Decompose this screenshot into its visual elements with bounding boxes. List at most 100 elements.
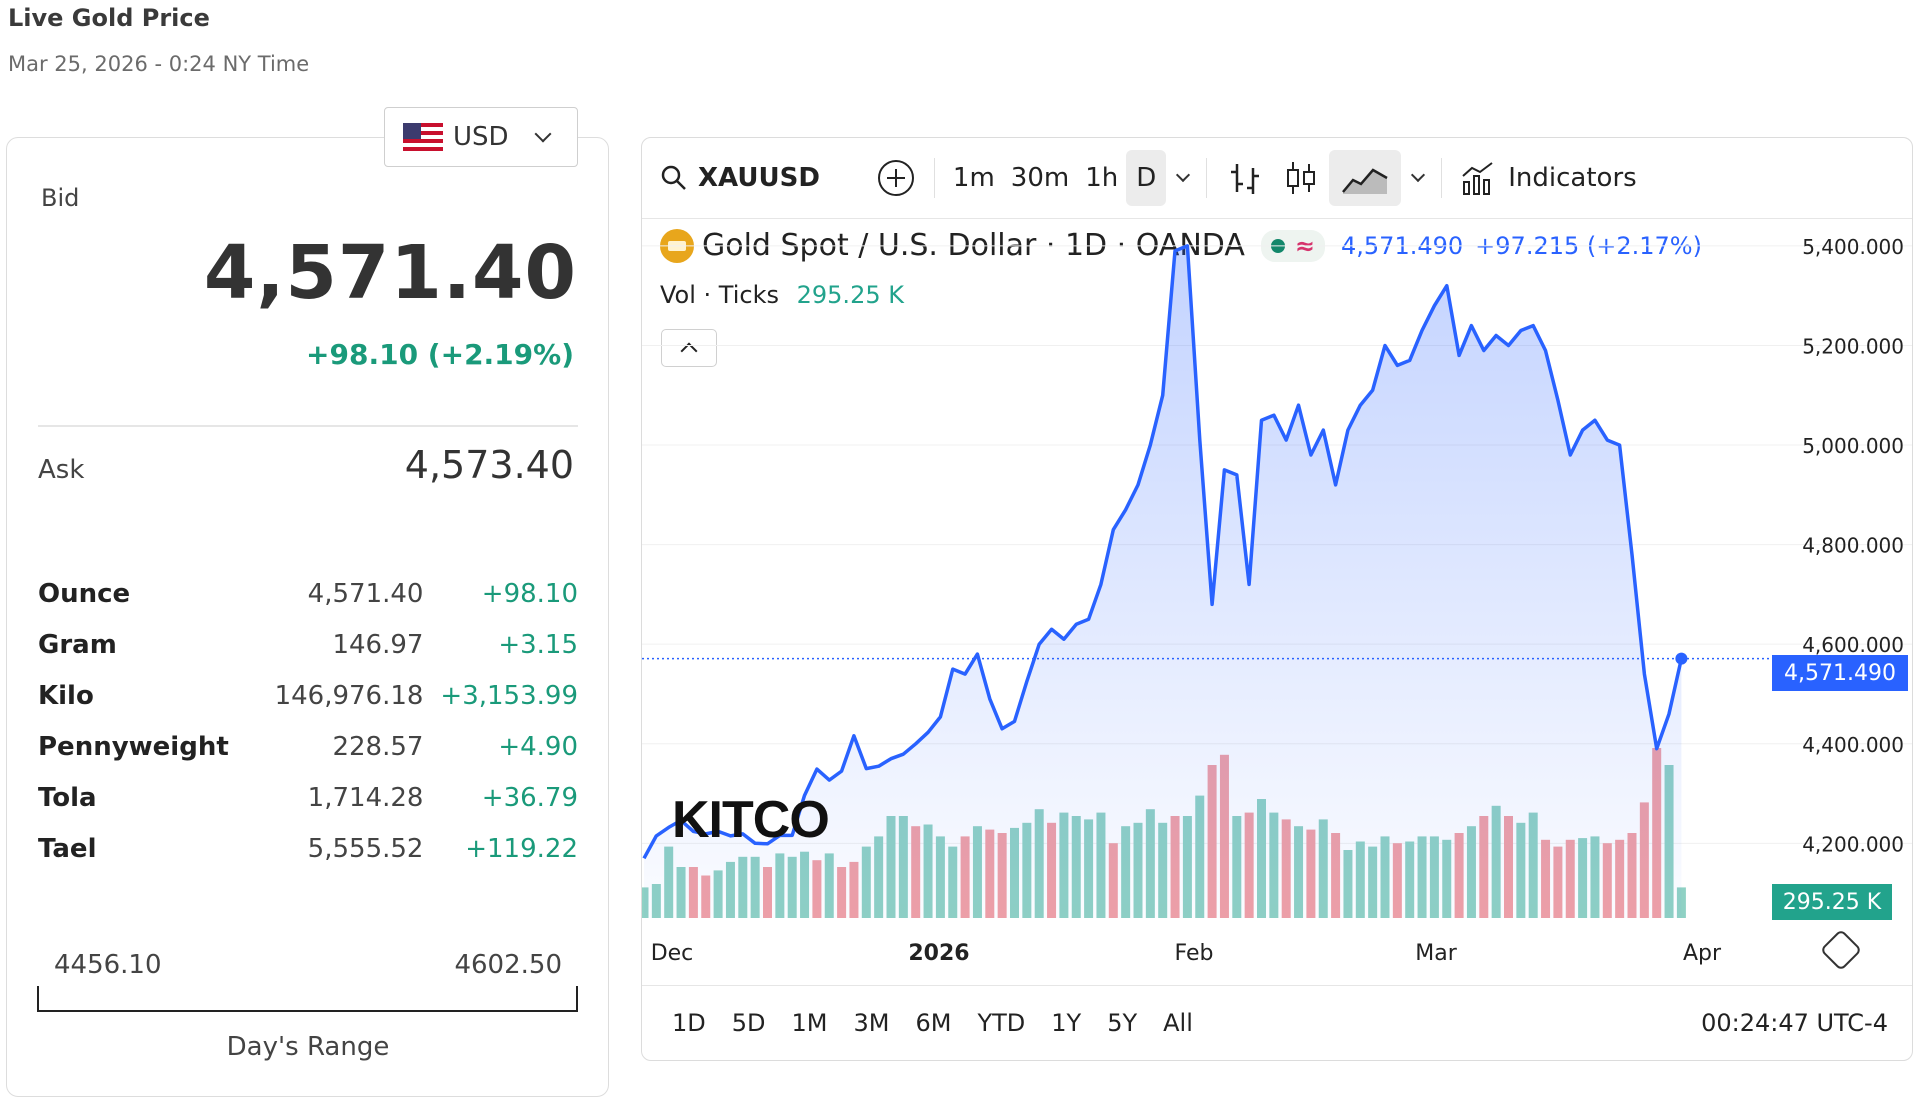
symbol-label: XAUUSD — [698, 163, 820, 193]
indicators-icon — [1462, 162, 1493, 195]
unit-name: Tael — [38, 833, 97, 864]
candle-chart-type-button[interactable] — [1273, 150, 1329, 206]
interval-dropdown[interactable] — [1166, 150, 1196, 206]
volume-legend: Vol · Ticks 295.25 K — [660, 281, 904, 309]
range-5y[interactable]: 5Y — [1107, 1009, 1138, 1037]
range-bar: 1D 5D 1M 3M 6M YTD 1Y 5Y All 00:24:47 UT… — [642, 985, 1912, 1060]
candlestick-icon — [1287, 162, 1316, 194]
interval-1h[interactable]: 1h — [1085, 163, 1119, 193]
chevron-down-icon — [1411, 167, 1426, 183]
collapse-legend-button[interactable] — [661, 329, 717, 367]
toolbar-separator — [933, 158, 935, 198]
unit-row-ounce: Ounce 4,571.40 +98.10 — [38, 568, 578, 619]
chart-panel — [641, 137, 1913, 1061]
last-price-tag: 4,571.490 — [1772, 655, 1908, 691]
y-tick-label: 4,400.000 — [1802, 733, 1904, 757]
plus-circle-icon — [877, 160, 914, 196]
toolbar-separator — [1206, 158, 1208, 198]
x-tick-label: Feb — [1175, 941, 1214, 966]
y-tick-label: 4,200.000 — [1802, 832, 1904, 856]
y-tick-label: 4,800.000 — [1802, 534, 1904, 558]
bid-price: 4,571.40 — [203, 230, 577, 316]
unit-row-tola: Tola 1,714.28 +36.79 — [38, 772, 578, 823]
unit-name: Gram — [38, 629, 117, 660]
last-price-dot — [1675, 652, 1688, 665]
price-line — [642, 244, 1684, 860]
area-chart-type-button[interactable] — [1329, 150, 1402, 206]
y-tick-label: 4,600.000 — [1802, 633, 1904, 657]
page-title: Live Gold Price — [8, 4, 210, 32]
search-icon — [661, 165, 686, 190]
day-range-high: 4602.50 — [454, 950, 562, 980]
range-5d[interactable]: 5D — [731, 1009, 766, 1037]
indicators-button[interactable]: Indicators — [1452, 150, 1644, 206]
last-volume-tag: 295.25 K — [1772, 884, 1892, 920]
x-tick-label: Dec — [651, 941, 694, 966]
bid-label: Bid — [41, 184, 80, 212]
unit-table: Ounce 4,571.40 +98.10 Gram 146.97 +3.15 … — [38, 568, 578, 874]
interval-d[interactable]: D — [1126, 150, 1167, 206]
currency-select[interactable]: USD — [384, 107, 578, 167]
chart-clock: 00:24:47 UTC-4 — [1701, 1009, 1888, 1037]
volume-value: 295.25 K — [796, 281, 904, 309]
unit-row-pennyweight: Pennyweight 228.57 +4.90 — [38, 721, 578, 772]
x-tick-label: Apr — [1683, 941, 1722, 966]
unit-change: +4.90 — [498, 731, 578, 762]
unit-name: Tola — [38, 782, 97, 813]
unit-change: +3.15 — [498, 629, 578, 660]
day-range-label: Day's Range — [226, 1032, 390, 1062]
indicators-label: Indicators — [1508, 163, 1637, 193]
x-tick-label: 2026 — [908, 941, 969, 966]
chart-toolbar: XAUUSD 1m 30m 1h D Indicators — [642, 138, 1912, 219]
unit-value: 5,555.52 — [307, 833, 424, 864]
ohlc-bars-icon — [1231, 164, 1260, 194]
range-1y[interactable]: 1Y — [1051, 1009, 1082, 1037]
unit-change: +98.10 — [481, 578, 578, 609]
interval-1m[interactable]: 1m — [952, 163, 995, 193]
currency-code: USD — [453, 122, 509, 152]
timestamp: Mar 25, 2026 - 0:24 NY Time — [8, 52, 310, 76]
toolbar-separator — [1441, 158, 1443, 198]
day-range-bar — [37, 986, 578, 1012]
interval-30m[interactable]: 30m — [1010, 163, 1070, 193]
y-tick-label: 5,400.000 — [1802, 235, 1904, 259]
range-1d[interactable]: 1D — [672, 1009, 706, 1037]
chart-type-dropdown[interactable] — [1401, 150, 1431, 206]
ask-label: Ask — [38, 455, 85, 485]
divider — [38, 425, 578, 427]
chevron-down-icon — [534, 125, 552, 143]
price-area — [644, 245, 1682, 918]
unit-value: 228.57 — [332, 731, 424, 762]
unit-name: Kilo — [38, 680, 94, 711]
range-all[interactable]: All — [1163, 1009, 1193, 1037]
unit-value: 4,571.40 — [307, 578, 424, 609]
unit-name: Ounce — [38, 578, 131, 609]
unit-name: Pennyweight — [38, 731, 229, 762]
area-chart-icon — [1342, 168, 1388, 194]
bid-change: +98.10 (+2.19%) — [306, 338, 574, 371]
price-chart[interactable]: 5,400.000 5,200.000 5,000.000 4,800.000 4,60… — [642, 218, 1912, 986]
unit-change: +36.79 — [481, 782, 578, 813]
kitco-logo: KITCO — [672, 791, 830, 849]
us-flag-icon — [403, 123, 443, 151]
unit-row-tael: Tael 5,555.52 +119.22 — [38, 823, 578, 874]
symbol-search-button[interactable]: XAUUSD — [642, 150, 828, 206]
range-6m[interactable]: 6M — [915, 1009, 952, 1037]
range-ytd[interactable]: YTD — [977, 1009, 1026, 1037]
y-tick-label: 5,200.000 — [1802, 334, 1904, 358]
range-3m[interactable]: 3M — [853, 1009, 890, 1037]
unit-change: +3,153.99 — [440, 680, 578, 711]
compare-button[interactable] — [868, 150, 924, 206]
range-1m[interactable]: 1M — [791, 1009, 828, 1037]
unit-value: 146.97 — [332, 629, 424, 660]
volume-label: Vol · Ticks — [660, 281, 779, 309]
y-tick-label: 5,000.000 — [1802, 434, 1904, 458]
unit-value: 1,714.28 — [307, 782, 424, 813]
x-tick-label: Mar — [1415, 941, 1457, 966]
unit-row-gram: Gram 146.97 +3.15 — [38, 619, 578, 670]
ask-price: 4,573.40 — [404, 443, 574, 487]
unit-value: 146,976.18 — [274, 680, 424, 711]
unit-change: +119.22 — [465, 833, 578, 864]
bar-chart-type-button[interactable] — [1217, 150, 1273, 206]
chevron-down-icon — [1176, 167, 1191, 183]
